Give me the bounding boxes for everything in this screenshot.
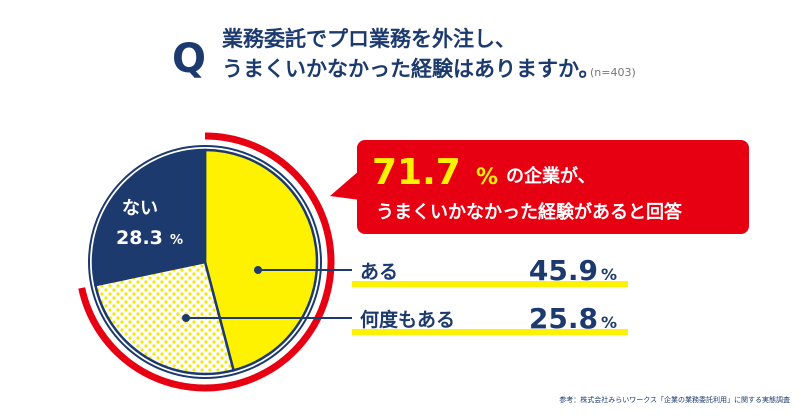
- callout-value: 71.7: [372, 152, 461, 193]
- slice-unit: %: [170, 233, 183, 248]
- pie-slice: [91, 148, 207, 287]
- callout-pointer: [330, 170, 360, 200]
- row-label: ある: [360, 261, 398, 283]
- pie-slice: [203, 148, 319, 372]
- slice-value: 28.3: [116, 227, 163, 249]
- row-value: 45.9: [529, 254, 598, 287]
- pie-ring: [88, 145, 322, 379]
- row-unit: %: [601, 313, 617, 332]
- callout-arc: [78, 132, 335, 392]
- callout-line2: うまくいかなかった経験があると回答: [376, 201, 683, 223]
- q-mark: Q: [172, 36, 206, 82]
- row-label: 何度もある: [360, 308, 455, 331]
- pie: ない 28.3%: [78, 132, 335, 392]
- leader-dot: [254, 266, 262, 274]
- sample-size: (n=403): [590, 66, 636, 79]
- row-underline: [352, 281, 628, 287]
- pie-slice: [93, 260, 236, 376]
- callout-box: [357, 140, 749, 234]
- title-line: 業務委託でプロ業務を外注し、: [222, 27, 516, 51]
- row-unit: %: [601, 265, 617, 284]
- callout-text: の企業が、: [506, 165, 596, 187]
- source: 参考：株式会社みらいワークス「企業の業務委託利用」に関する実態調査: [559, 395, 790, 404]
- legend-rows: ある 45.9 % 何度もある 25.8%: [182, 254, 628, 335]
- callout: 71.7% の企業が、うまくいかなかった経験があると回答: [330, 140, 749, 234]
- callout-unit: %: [476, 165, 498, 190]
- title-line: うまくいかなかった経験はありますか。: [222, 57, 600, 81]
- leader-dot: [182, 314, 190, 322]
- slice-label: ない: [122, 198, 158, 219]
- row-underline: [352, 329, 628, 335]
- row-value: 25.8: [529, 302, 598, 335]
